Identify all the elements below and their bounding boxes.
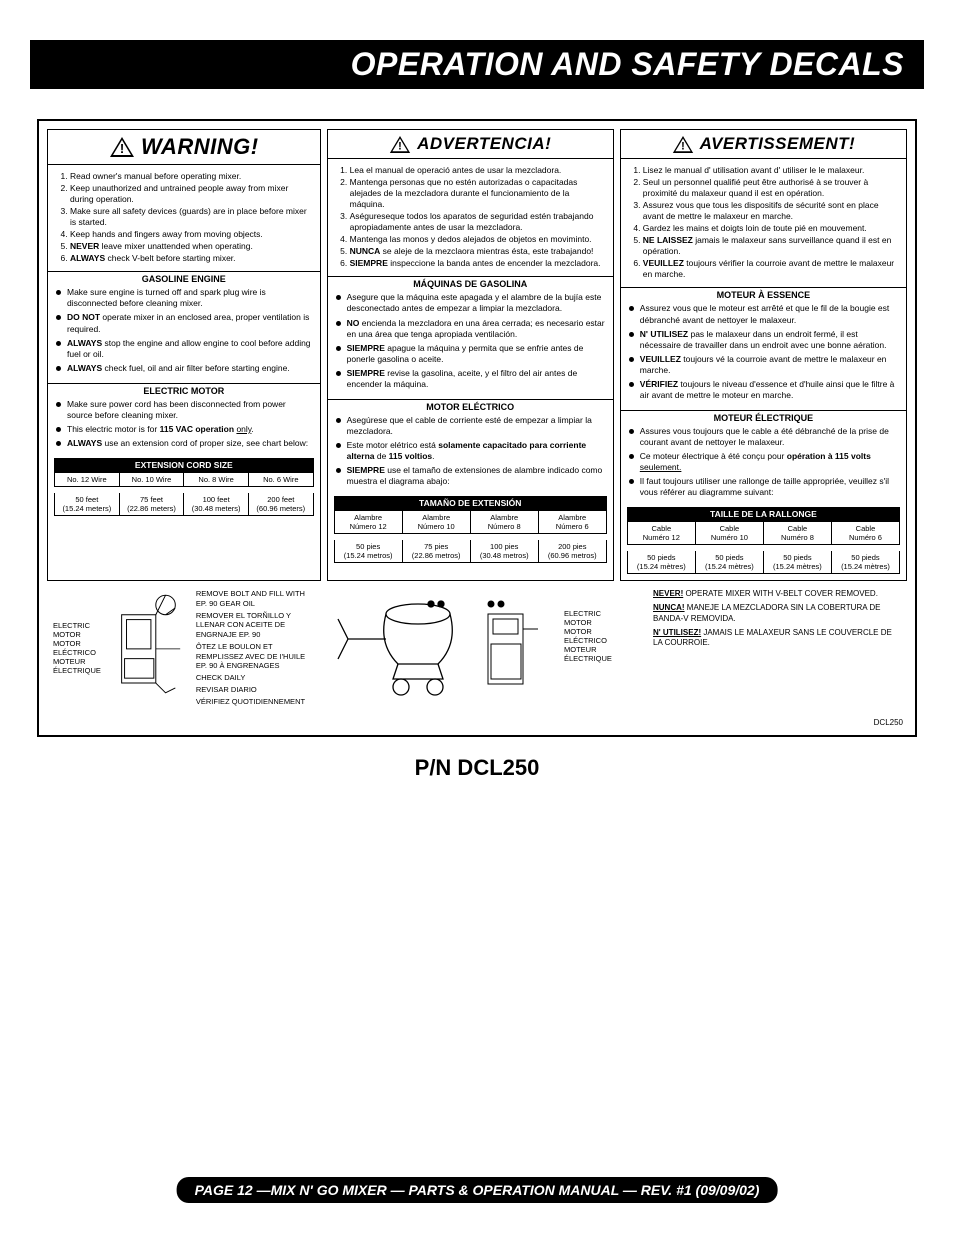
col-french: ! AVERTISSEMENT! Lisez le manual d' util… [620, 129, 907, 581]
tbl-r1-fr: CableNuméro 12CableNuméro 10CableNuméro … [627, 521, 900, 545]
diagram-row: ELECTRICMOTORMOTORELÉCTRICOMOTEURÉLECTRI… [47, 589, 907, 714]
mixer-diagram-icon [323, 589, 463, 699]
elec-head-en: ELECTRIC MOTOR [48, 384, 320, 397]
tbl-r2-es: 50 pies(15.24 metros)75 pies(22.86 metro… [334, 540, 607, 563]
tbl-r1-es: AlambreNúmero 12AlambreNúmero 10AlambreN… [334, 510, 607, 534]
warning-text-en: WARNING! [141, 134, 259, 160]
warning-text-es: ADVERTENCIA! [417, 134, 551, 154]
warning-icon: ! [389, 135, 411, 154]
gas-head-en: GASOLINE ENGINE [48, 272, 320, 285]
elec-head-es: MOTOR ELÉCTRICO [328, 400, 613, 413]
tbl-r1-en: No. 12 WireNo. 10 WireNo. 8 WireNo. 6 Wi… [54, 472, 314, 487]
motor-diagram-icon [107, 589, 190, 699]
tbl-head-fr: TAILLE DE LA RALLONGE [627, 507, 900, 521]
svg-text:!: ! [681, 140, 685, 152]
elec-head-fr: MOTEUR ÉLECTRIQUE [621, 411, 906, 424]
tbl-r2-en: 50 feet(15.24 meters)75 feet(22.86 meter… [54, 493, 314, 516]
warning-icon: ! [672, 135, 694, 154]
elec-list-es: Asegúrese que el cable de corriente esté… [328, 413, 613, 496]
svg-text:!: ! [398, 140, 402, 152]
mixer-diagram-icon-2 [473, 589, 558, 699]
gas-list-fr: Assurez vous que le moteur est arrêté et… [621, 301, 906, 410]
fill-text: REMOVE BOLT AND FILL WITH EP. 90 GEAR OI… [196, 589, 313, 708]
warning-icon: ! [109, 136, 135, 158]
numbered-list-es: Lea el manual de operació antes de usar … [328, 159, 613, 277]
elec-list-fr: Assures vous toujours que le cable a été… [621, 424, 906, 507]
warning-text-fr: AVERTISSEMENT! [700, 134, 856, 154]
page-footer: PAGE 12 —MIX N' GO MIXER — PARTS & OPERA… [177, 1177, 778, 1203]
part-number: P/N DCL250 [30, 755, 924, 781]
col-english: ! WARNING! Read owner's manual before op… [47, 129, 321, 581]
never-text: NEVER! OPERATE MIXER WITH V-BELT COVER R… [653, 589, 901, 652]
decal-container: ! WARNING! Read owner's manual before op… [37, 119, 917, 737]
numbered-list-en: Read owner's manual before operating mix… [48, 165, 320, 272]
three-columns: ! WARNING! Read owner's manual before op… [47, 129, 907, 581]
tbl-r2-fr: 50 pieds(15.24 mètres)50 pieds(15.24 mèt… [627, 551, 900, 574]
gas-list-en: Make sure engine is turned off and spark… [48, 285, 320, 383]
elec-list-en: Make sure power cord has been disconnect… [48, 397, 320, 458]
warning-header-en: ! WARNING! [48, 130, 320, 165]
motor-label-2: ELECTRICMOTORMOTORELÉCTRICOMOTEURÉLECTRI… [564, 609, 612, 663]
diagram-motor-1: ELECTRICMOTORMOTORELÉCTRICOMOTEURÉLECTRI… [53, 589, 313, 708]
tbl-head-en: EXTENSION CORD SIZE [54, 458, 314, 472]
page: OPERATION AND SAFETY DECALS ! WARNING! R… [0, 0, 954, 1235]
numbered-list-fr: Lisez le manual d' utilisation avant d' … [621, 159, 906, 288]
gas-list-es: Asegure que la máquina este apagada y el… [328, 290, 613, 399]
motor-label-1: ELECTRICMOTORMOTORELÉCTRICOMOTEURÉLECTRI… [53, 621, 101, 675]
tbl-head-es: TAMAÑO DE EXTENSIÓN [334, 496, 607, 510]
gas-head-fr: MOTEUR À ESSENCE [621, 288, 906, 301]
page-title: OPERATION AND SAFETY DECALS [30, 40, 924, 89]
col-spanish: ! ADVERTENCIA! Lea el manual de operació… [327, 129, 614, 581]
gas-head-es: MÁQUINAS DE GASOLINA [328, 277, 613, 290]
warning-header-fr: ! AVERTISSEMENT! [621, 130, 906, 159]
diagram-motor-2: ELECTRICMOTORMOTORELÉCTRICOMOTEURÉLECTRI… [473, 589, 643, 699]
warning-header-es: ! ADVERTENCIA! [328, 130, 613, 159]
dcl-tag: DCL250 [47, 718, 907, 727]
svg-text:!: ! [120, 141, 124, 156]
